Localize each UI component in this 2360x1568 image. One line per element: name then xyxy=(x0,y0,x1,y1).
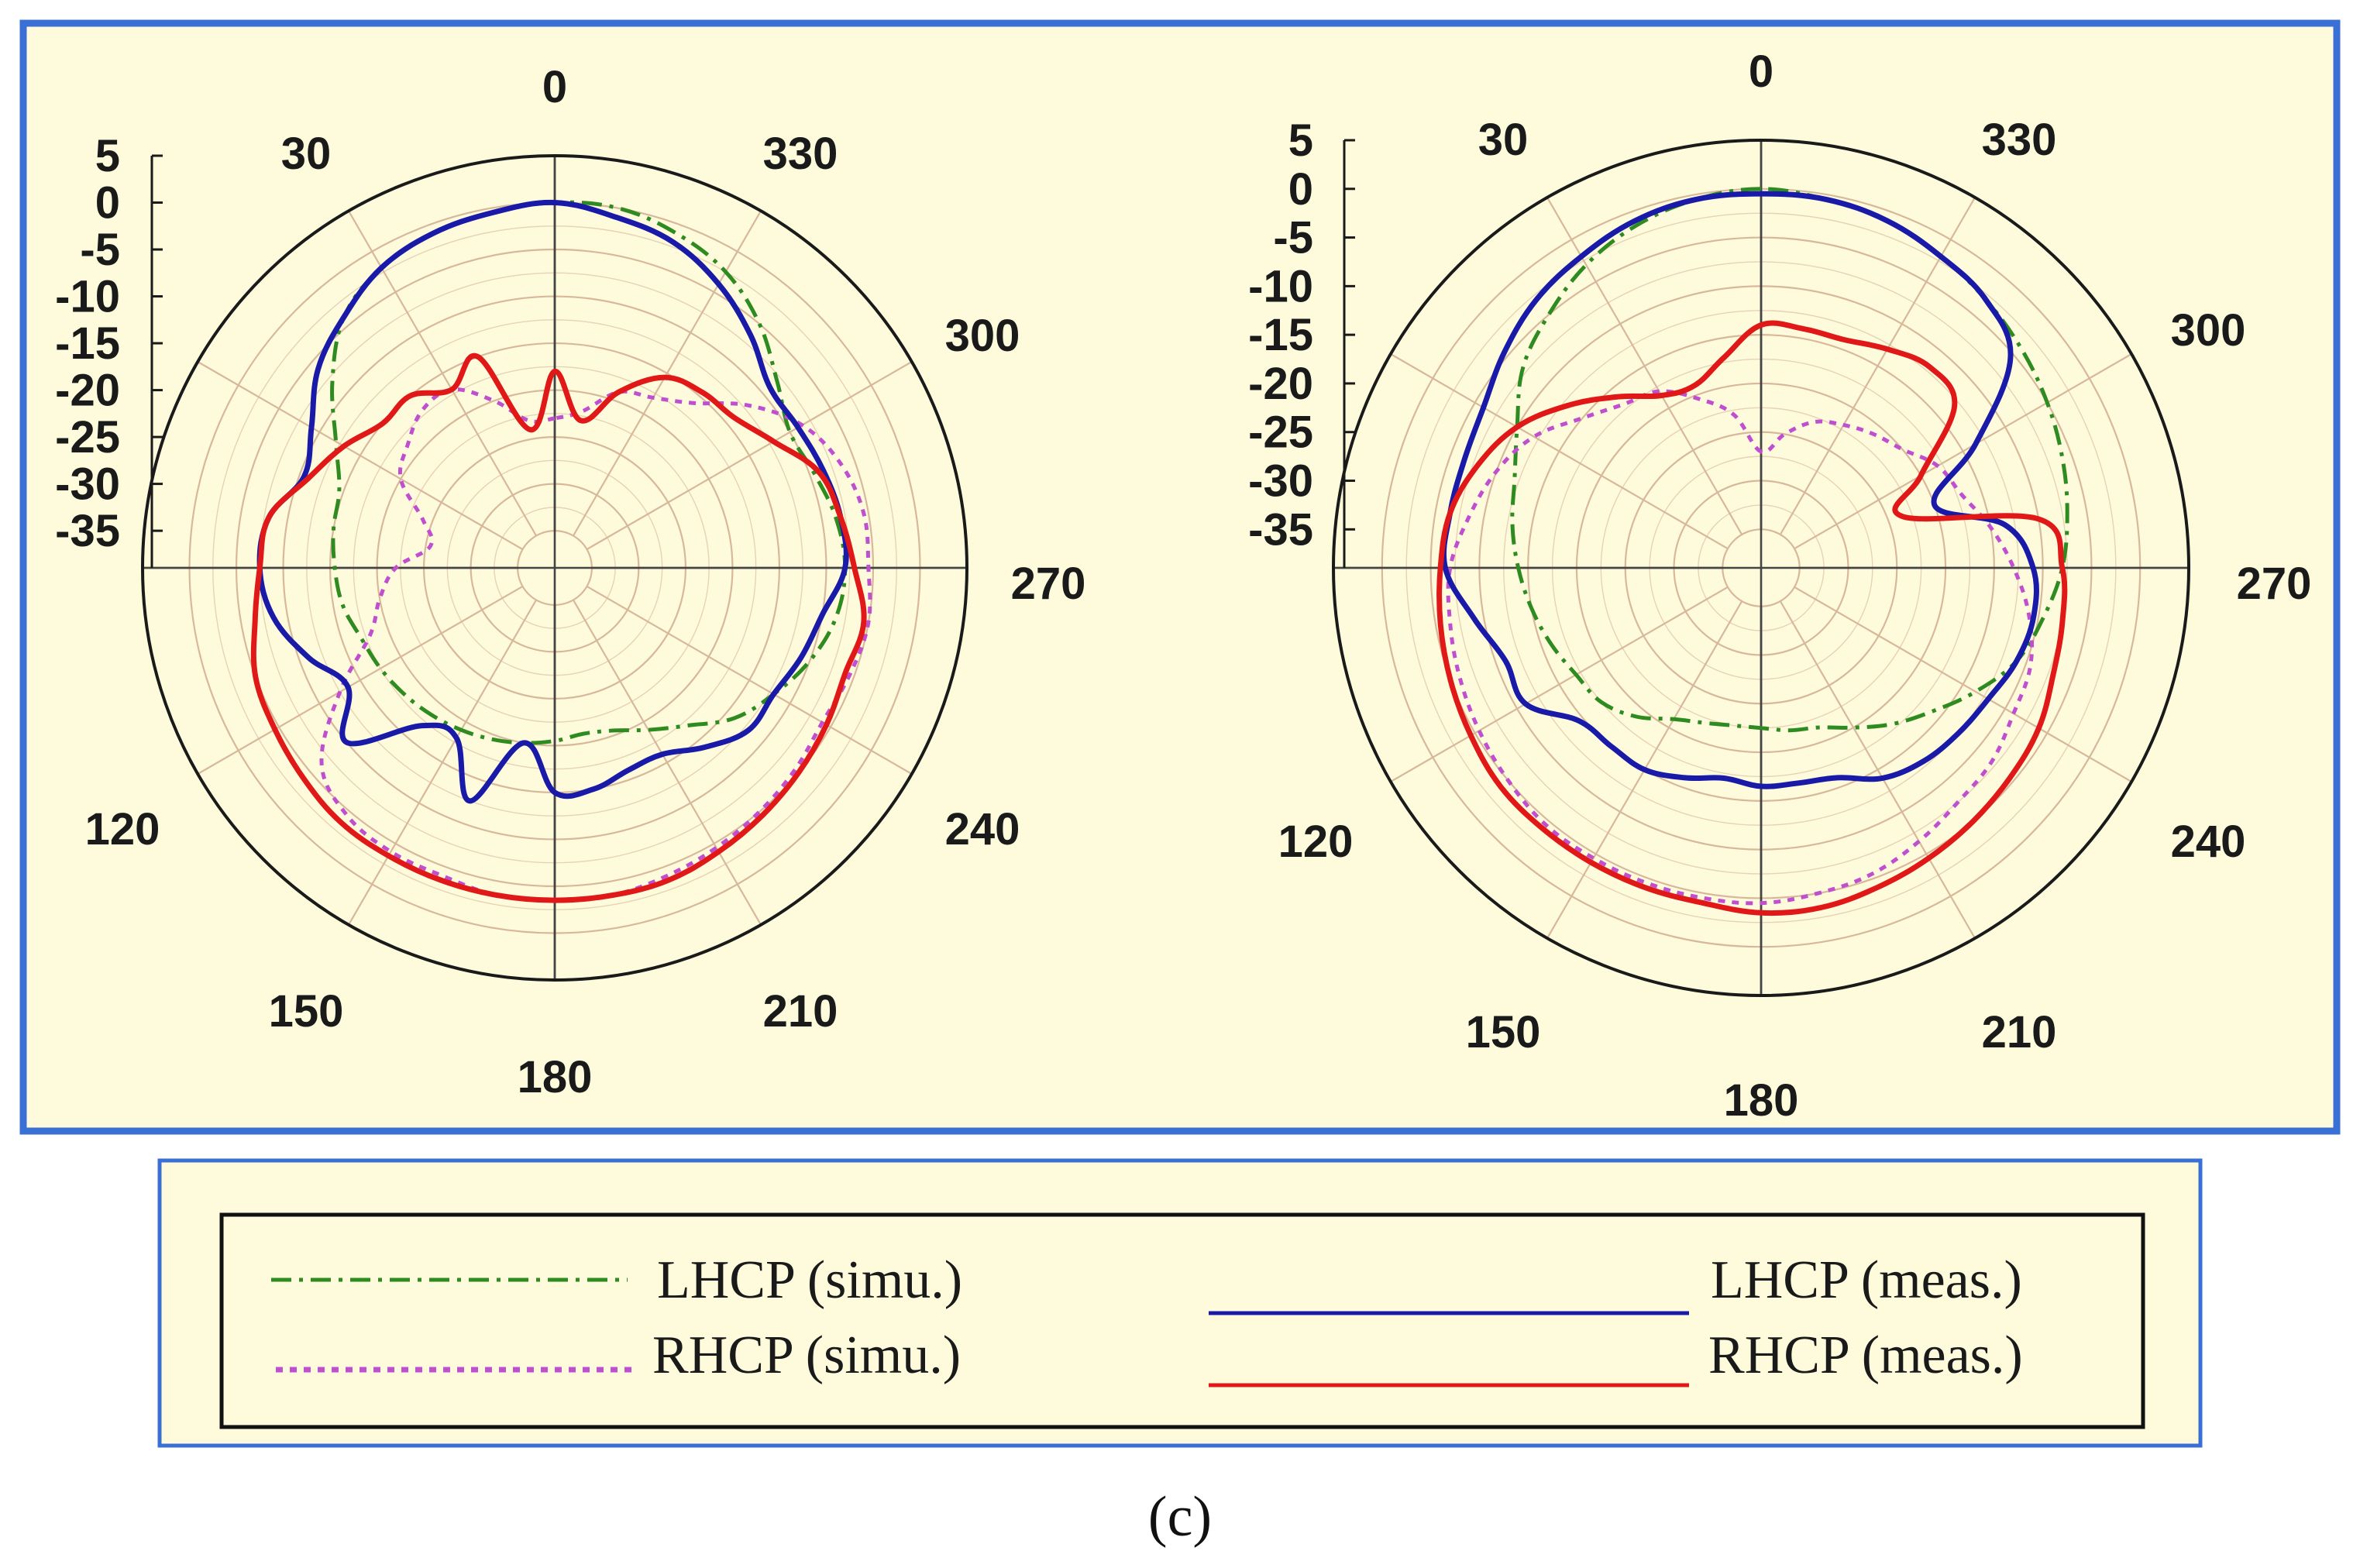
radial-tick-label: -15 xyxy=(55,318,120,369)
grid-spoke xyxy=(1390,586,1729,782)
grid-spoke xyxy=(348,210,538,537)
angle-tick-label: 270 xyxy=(1011,559,1086,609)
grid-spoke xyxy=(1779,197,1976,535)
radial-tick-label: -30 xyxy=(55,459,120,510)
series-lhcp-meas xyxy=(256,199,849,804)
angle-tick-label: 30 xyxy=(1478,115,1529,165)
legend-label-rhcp-simu: RHCP (simu.) xyxy=(652,1326,961,1385)
radial-tick-label: -5 xyxy=(1273,213,1313,263)
grid-spoke xyxy=(586,361,913,551)
angle-tick-label: 300 xyxy=(2171,305,2246,356)
grid-spoke xyxy=(197,585,524,775)
angle-tick-label: 0 xyxy=(1749,46,1773,97)
angle-tick-label: 120 xyxy=(1278,817,1354,867)
angle-tick-label: 210 xyxy=(763,986,838,1037)
angle-tick-label: 300 xyxy=(945,311,1020,361)
grid-spoke xyxy=(348,599,538,926)
figure-caption: (c) xyxy=(1148,1485,1212,1549)
plots-panel xyxy=(19,19,2341,1135)
legend-panel xyxy=(157,1158,2203,1448)
radial-tick-label: -20 xyxy=(1248,359,1313,409)
grid-spoke xyxy=(1794,353,2132,550)
grid-spoke xyxy=(197,361,524,551)
angle-tick-label: 240 xyxy=(945,804,1020,854)
legend: LHCP (simu.) LHCP (meas.) RHCP (simu.) R… xyxy=(271,1250,2023,1387)
radial-tick-label: -20 xyxy=(55,366,120,416)
radial-tick-label: -5 xyxy=(80,225,120,275)
angle-tick-label: 240 xyxy=(2171,817,2246,867)
angle-tick-label: 210 xyxy=(1982,1007,2057,1057)
radial-tick-label: 5 xyxy=(1288,115,1313,166)
grid-spoke xyxy=(1546,197,1743,535)
radial-tick-label: 0 xyxy=(95,178,120,229)
angle-tick-label: 270 xyxy=(2237,559,2312,609)
grid-spoke xyxy=(572,210,762,537)
grid-spoke xyxy=(572,599,762,926)
series-rhcp-meas xyxy=(250,352,867,903)
angle-tick-label: 330 xyxy=(763,129,838,179)
radial-tick-label: -35 xyxy=(55,506,120,556)
angle-tick-label: 30 xyxy=(281,129,332,179)
grid-spoke xyxy=(1779,600,1976,939)
grid-spoke xyxy=(1794,586,2132,782)
radial-tick-label: -10 xyxy=(55,272,120,322)
angle-tick-label: 180 xyxy=(1724,1075,1799,1126)
series-rhcp-simu xyxy=(1446,389,2035,906)
legend-label-rhcp-meas: RHCP (meas.) xyxy=(1708,1326,2023,1385)
angle-tick-label: 0 xyxy=(542,62,567,112)
outer-circle xyxy=(141,154,968,982)
outer-circle xyxy=(1332,139,2190,997)
radial-tick-label: -10 xyxy=(1248,261,1313,311)
series-lhcp-meas xyxy=(1440,191,2039,789)
angle-tick-label: 120 xyxy=(85,804,160,854)
radial-tick-label: -25 xyxy=(55,412,120,462)
legend-label-lhcp-simu: LHCP (simu.) xyxy=(657,1250,962,1310)
legend-box xyxy=(219,1212,2145,1429)
grid-spoke xyxy=(586,585,913,775)
series-lhcp-simu xyxy=(1510,187,2069,733)
angle-tick-label: 330 xyxy=(1982,115,2057,165)
radial-tick-label: 0 xyxy=(1288,164,1313,215)
series-lhcp-simu xyxy=(330,200,848,745)
radial-tick-label: 5 xyxy=(95,131,120,181)
angle-tick-label: 150 xyxy=(269,986,344,1037)
angle-tick-label: 150 xyxy=(1466,1007,1541,1057)
legend-label-lhcp-meas: LHCP (meas.) xyxy=(1711,1250,2022,1310)
grid-spoke xyxy=(1390,353,1729,550)
radial-tick-label: -25 xyxy=(1248,407,1313,458)
radial-tick-label: -30 xyxy=(1248,456,1313,507)
series-rhcp-meas xyxy=(1436,320,2068,916)
radial-tick-label: -35 xyxy=(1248,504,1313,555)
radial-tick-label: -15 xyxy=(1248,310,1313,360)
angle-tick-label: 180 xyxy=(518,1052,593,1102)
